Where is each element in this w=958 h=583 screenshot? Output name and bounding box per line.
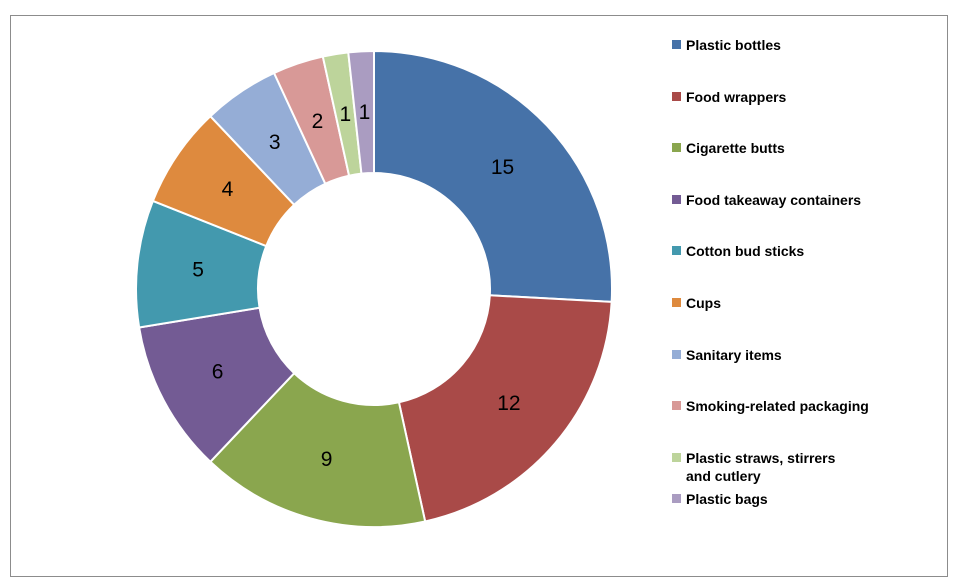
legend-swatch	[672, 298, 681, 307]
legend-swatch	[672, 143, 681, 152]
legend-item: Plastic straws, stirrers and cutlery	[672, 449, 835, 485]
legend-label: Cotton bud sticks	[686, 243, 805, 259]
legend-swatch	[672, 494, 681, 503]
legend-swatch	[672, 401, 681, 410]
slice-value-label: 5	[192, 258, 204, 281]
slice-value-label: 2	[312, 110, 324, 133]
legend-swatch	[672, 195, 681, 204]
legend-item: Food takeaway containers	[672, 191, 861, 209]
slice-value-label: 3	[269, 131, 281, 154]
legend-swatch	[672, 40, 681, 49]
donut-slice	[347, 49, 375, 175]
slice-value-label: 6	[212, 360, 224, 383]
legend-label: Food takeaway containers	[686, 192, 862, 208]
legend-swatch	[672, 453, 681, 462]
slice-value-label: 15	[491, 156, 514, 179]
legend-item: Plastic bottles	[672, 36, 781, 54]
legend-label: Smoking-related packaging	[686, 398, 869, 414]
legend-swatch	[672, 92, 681, 101]
legend-label: Food wrappers	[686, 89, 787, 105]
donut-slices	[135, 49, 613, 528]
donut-slice	[397, 294, 613, 523]
slice-value-label: 1	[359, 101, 371, 124]
slice-value-label: 1	[340, 103, 352, 126]
legend-item: Cigarette butts	[672, 139, 785, 157]
legend-label: Plastic straws, stirrers and cutlery	[686, 450, 836, 484]
slice-value-label: 9	[321, 448, 333, 471]
legend-label: Plastic bottles	[686, 37, 781, 53]
donut-slice	[373, 49, 613, 303]
donut-slice	[208, 371, 427, 528]
legend-label: Cigarette butts	[686, 140, 785, 156]
legend-item: Plastic bags	[672, 490, 768, 508]
legend-item: Cups	[672, 294, 721, 312]
legend-item: Sanitary items	[672, 346, 782, 364]
legend-label: Plastic bags	[686, 491, 768, 507]
legend-item: Cotton bud sticks	[672, 242, 804, 260]
legend-swatch	[672, 350, 681, 359]
slice-value-label: 12	[497, 392, 520, 415]
slice-value-label: 4	[222, 178, 234, 201]
legend-item: Food wrappers	[672, 88, 786, 106]
legend-item: Smoking-related packaging	[672, 397, 869, 415]
legend-label: Sanitary items	[686, 347, 782, 363]
legend-swatch	[672, 246, 681, 255]
legend-label: Cups	[686, 295, 721, 311]
